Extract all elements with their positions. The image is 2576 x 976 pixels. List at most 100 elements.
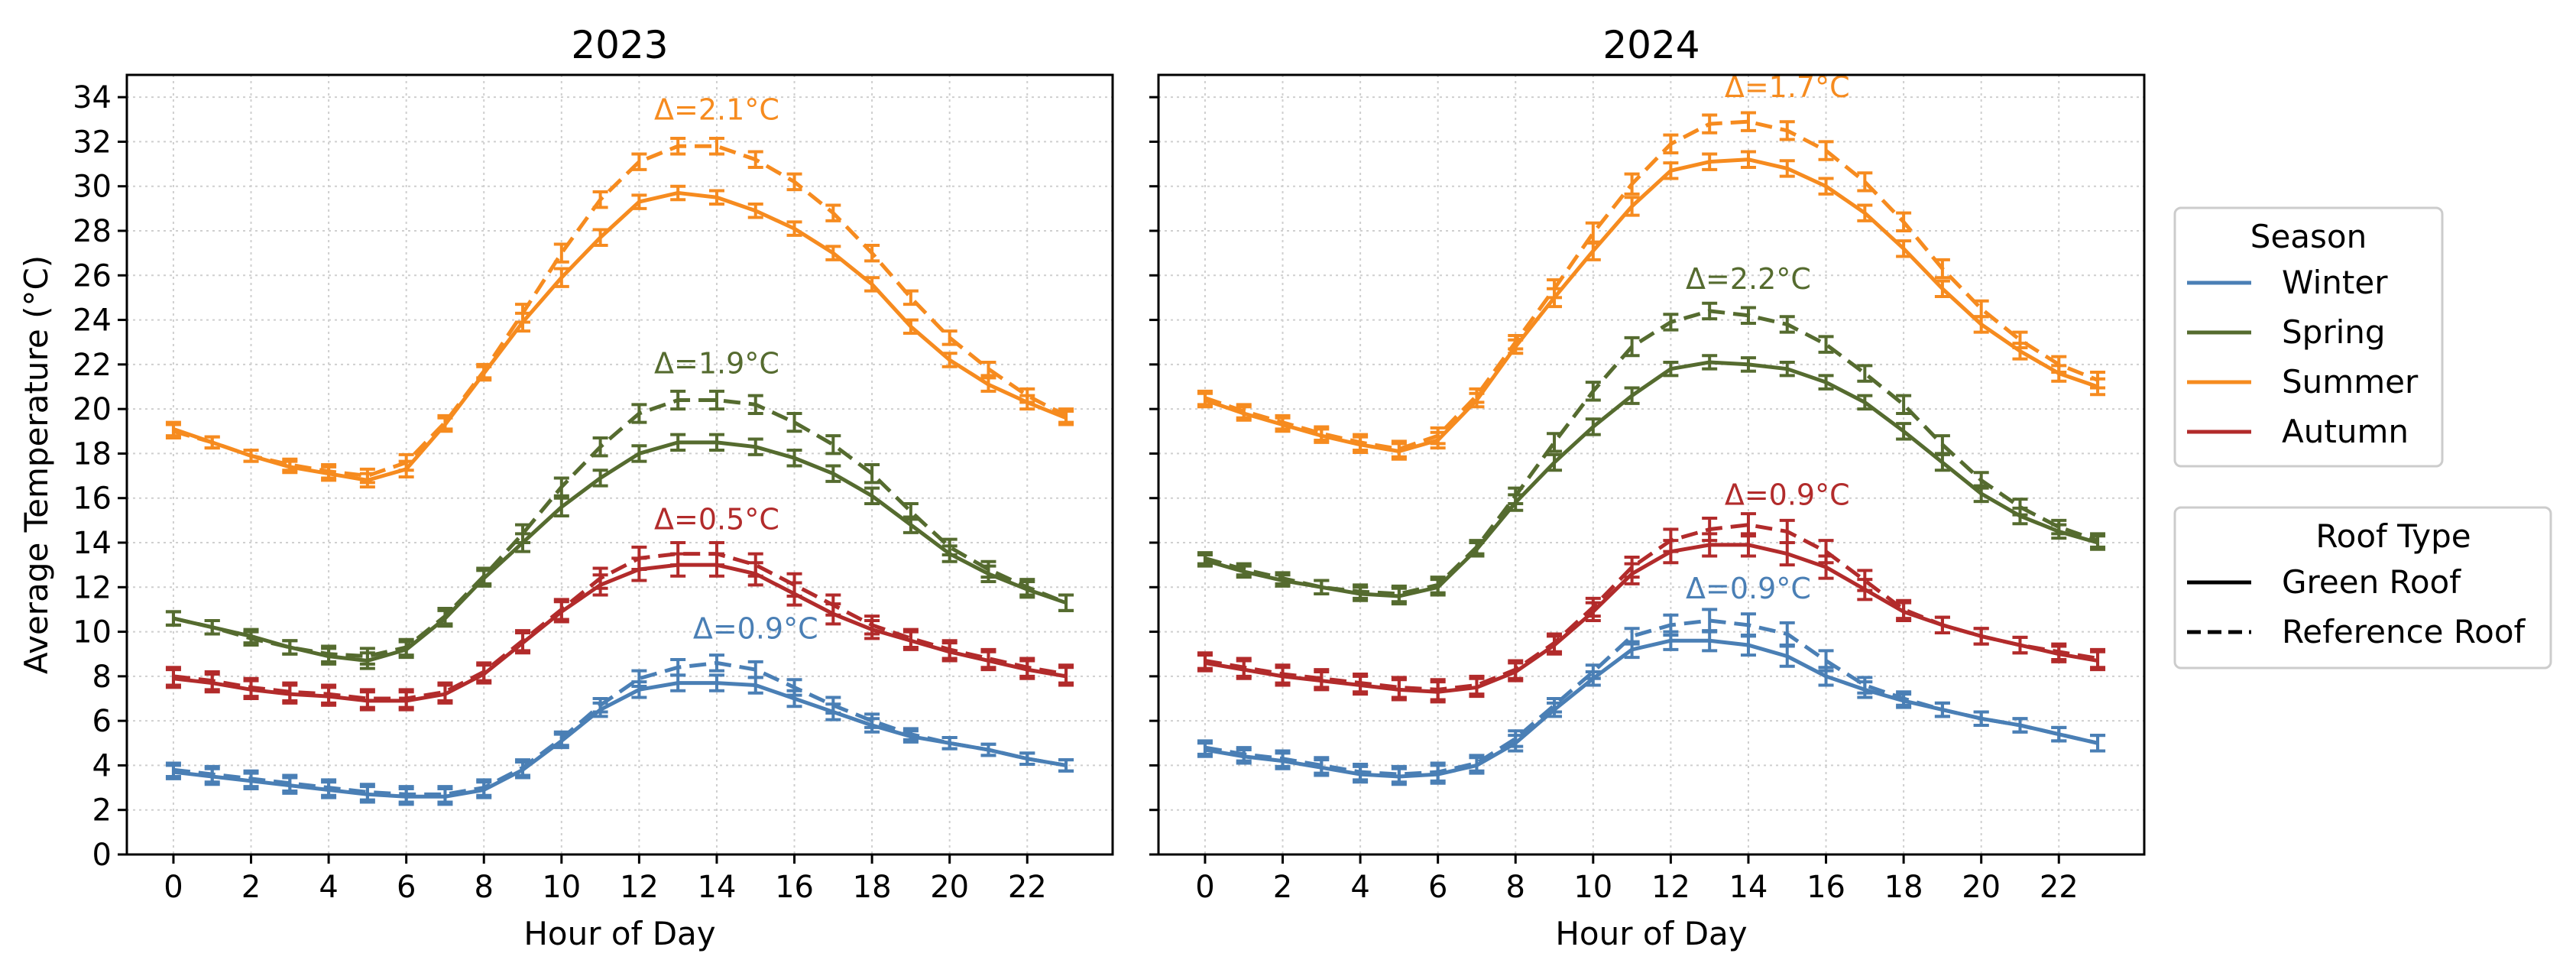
error-bar-winter-reference [864, 712, 880, 729]
error-bar-autumn-reference [1585, 596, 1601, 618]
error-bar-spring-green [708, 433, 724, 452]
error-bar-summer-reference [165, 423, 181, 440]
y-tick-label: 10 [73, 615, 112, 650]
error-bar-winter-reference [825, 696, 841, 715]
error-bar-spring-reference [243, 630, 259, 647]
error-bar-spring-reference [1353, 583, 1369, 600]
error-bar-spring-reference [1430, 576, 1446, 595]
error-bar-winter-reference [204, 764, 220, 784]
y-tick-label: 28 [73, 214, 112, 249]
error-bar-winter-reference [1663, 613, 1679, 637]
y-tick-label: 2 [92, 793, 112, 828]
error-bar-spring-reference [1857, 364, 1873, 383]
error-bar-summer-reference [243, 449, 259, 463]
x-axis-title: Hour of Day [1555, 915, 1747, 952]
error-bar-autumn-reference [1663, 527, 1679, 553]
series-line-summer-green [173, 190, 1067, 482]
x-tick-label: 22 [1008, 870, 1047, 905]
series-line-summer-green [1204, 157, 2098, 454]
error-bar-spring-reference [204, 619, 220, 636]
error-bar-spring-green [1818, 374, 1834, 391]
error-bar-summer-green [1663, 161, 1679, 180]
error-bar-spring-green [864, 486, 880, 505]
error-bar-summer-reference [1585, 221, 1601, 245]
x-tick-label: 18 [1884, 870, 1923, 905]
error-bar-spring-reference [2051, 518, 2067, 536]
error-bar-summer-green [1934, 279, 1950, 298]
error-bar-summer-green [902, 318, 919, 336]
y-tick-label: 8 [92, 660, 112, 695]
error-bar-summer-reference [786, 172, 802, 192]
x-tick-label: 0 [1195, 870, 1214, 905]
error-bar-spring-reference [747, 394, 763, 415]
y-tick-label: 22 [73, 348, 112, 383]
error-bar-summer-reference [980, 360, 996, 378]
error-bar-spring-reference [592, 436, 608, 458]
series-line-spring-reference [173, 397, 1067, 659]
error-bar-winter-reference [1019, 751, 1035, 766]
error-bar-winter-reference [1353, 762, 1369, 782]
error-bar-summer-green [1818, 177, 1834, 196]
error-bar-summer-reference [1275, 413, 1291, 431]
annotation-delta-summer: Δ=2.1°C [654, 92, 779, 126]
y-tick-label: 18 [73, 436, 112, 472]
error-bar-autumn-reference [1702, 516, 1718, 543]
error-bar-spring-reference [2090, 532, 2106, 549]
error-bar-spring-reference [1740, 306, 1756, 325]
error-bar-winter-reference [1779, 621, 1795, 647]
legend-label-spring: Spring [2282, 313, 2386, 351]
plot-frame [125, 73, 1114, 856]
error-bar-spring-reference [1508, 486, 1524, 505]
error-bar-summer-reference [321, 463, 337, 480]
y-tick-label: 30 [73, 170, 112, 205]
error-bar-autumn-reference [1236, 657, 1252, 678]
error-bar-summer-green [1896, 239, 1912, 258]
error-bar-spring-reference [1896, 394, 1912, 415]
error-bar-summer-reference [1857, 171, 1873, 193]
error-bar-spring-reference [1236, 562, 1252, 577]
y-tick-label: 24 [73, 303, 112, 339]
error-bar-winter-reference [786, 678, 802, 697]
error-bar-summer-reference [1740, 111, 1756, 132]
error-bar-autumn-reference [786, 572, 802, 598]
x-tick-label: 18 [853, 870, 892, 905]
error-bar-summer-reference [825, 203, 841, 222]
error-bar-summer-green [747, 203, 763, 219]
error-bar-winter-reference [747, 660, 763, 679]
series-line-autumn-reference [1204, 523, 2098, 692]
error-bar-summer-green [553, 267, 569, 288]
x-axis-title: Hour of Day [523, 915, 715, 952]
error-bar-summer-reference [553, 242, 569, 264]
legend-frame [2173, 206, 2444, 468]
error-bar-winter-reference [941, 736, 957, 751]
error-bar-autumn-reference [243, 676, 259, 699]
error-bar-autumn-reference [2012, 635, 2028, 655]
error-bar-winter-reference [1508, 729, 1524, 748]
error-bar-winter-reference [515, 758, 531, 777]
error-bar-spring-reference [1019, 578, 1035, 597]
error-bar-summer-reference [2090, 371, 2106, 390]
error-bar-spring-green [670, 433, 686, 452]
error-bar-winter-reference [1740, 612, 1756, 638]
error-bar-autumn-reference [1508, 659, 1524, 680]
series-line-summer-reference [1204, 119, 2098, 452]
error-bar-summer-green [1702, 152, 1718, 171]
error-bar-spring-reference [902, 502, 919, 521]
error-bar-autumn-reference [864, 614, 880, 636]
error-bar-spring-green [1663, 360, 1679, 378]
error-bar-autumn-reference [1353, 672, 1369, 694]
error-bar-autumn-reference [1624, 555, 1640, 579]
error-bar-summer-reference [1818, 140, 1834, 161]
y-tick-label: 4 [92, 748, 112, 783]
error-bar-summer-reference [1973, 299, 1989, 319]
x-tick-label: 14 [1729, 870, 1768, 905]
error-bar-spring-green [592, 469, 608, 488]
error-bar-winter-reference [476, 778, 492, 797]
error-bar-autumn-reference [1314, 668, 1330, 689]
error-bar-autumn-reference [321, 683, 337, 705]
error-bar-winter-reference [1818, 649, 1834, 673]
error-bar-autumn-reference [515, 629, 531, 653]
panel-title: 2023 [571, 23, 668, 67]
legend-label-winter: Winter [2282, 264, 2388, 301]
error-bar-summer-reference [1624, 172, 1640, 196]
